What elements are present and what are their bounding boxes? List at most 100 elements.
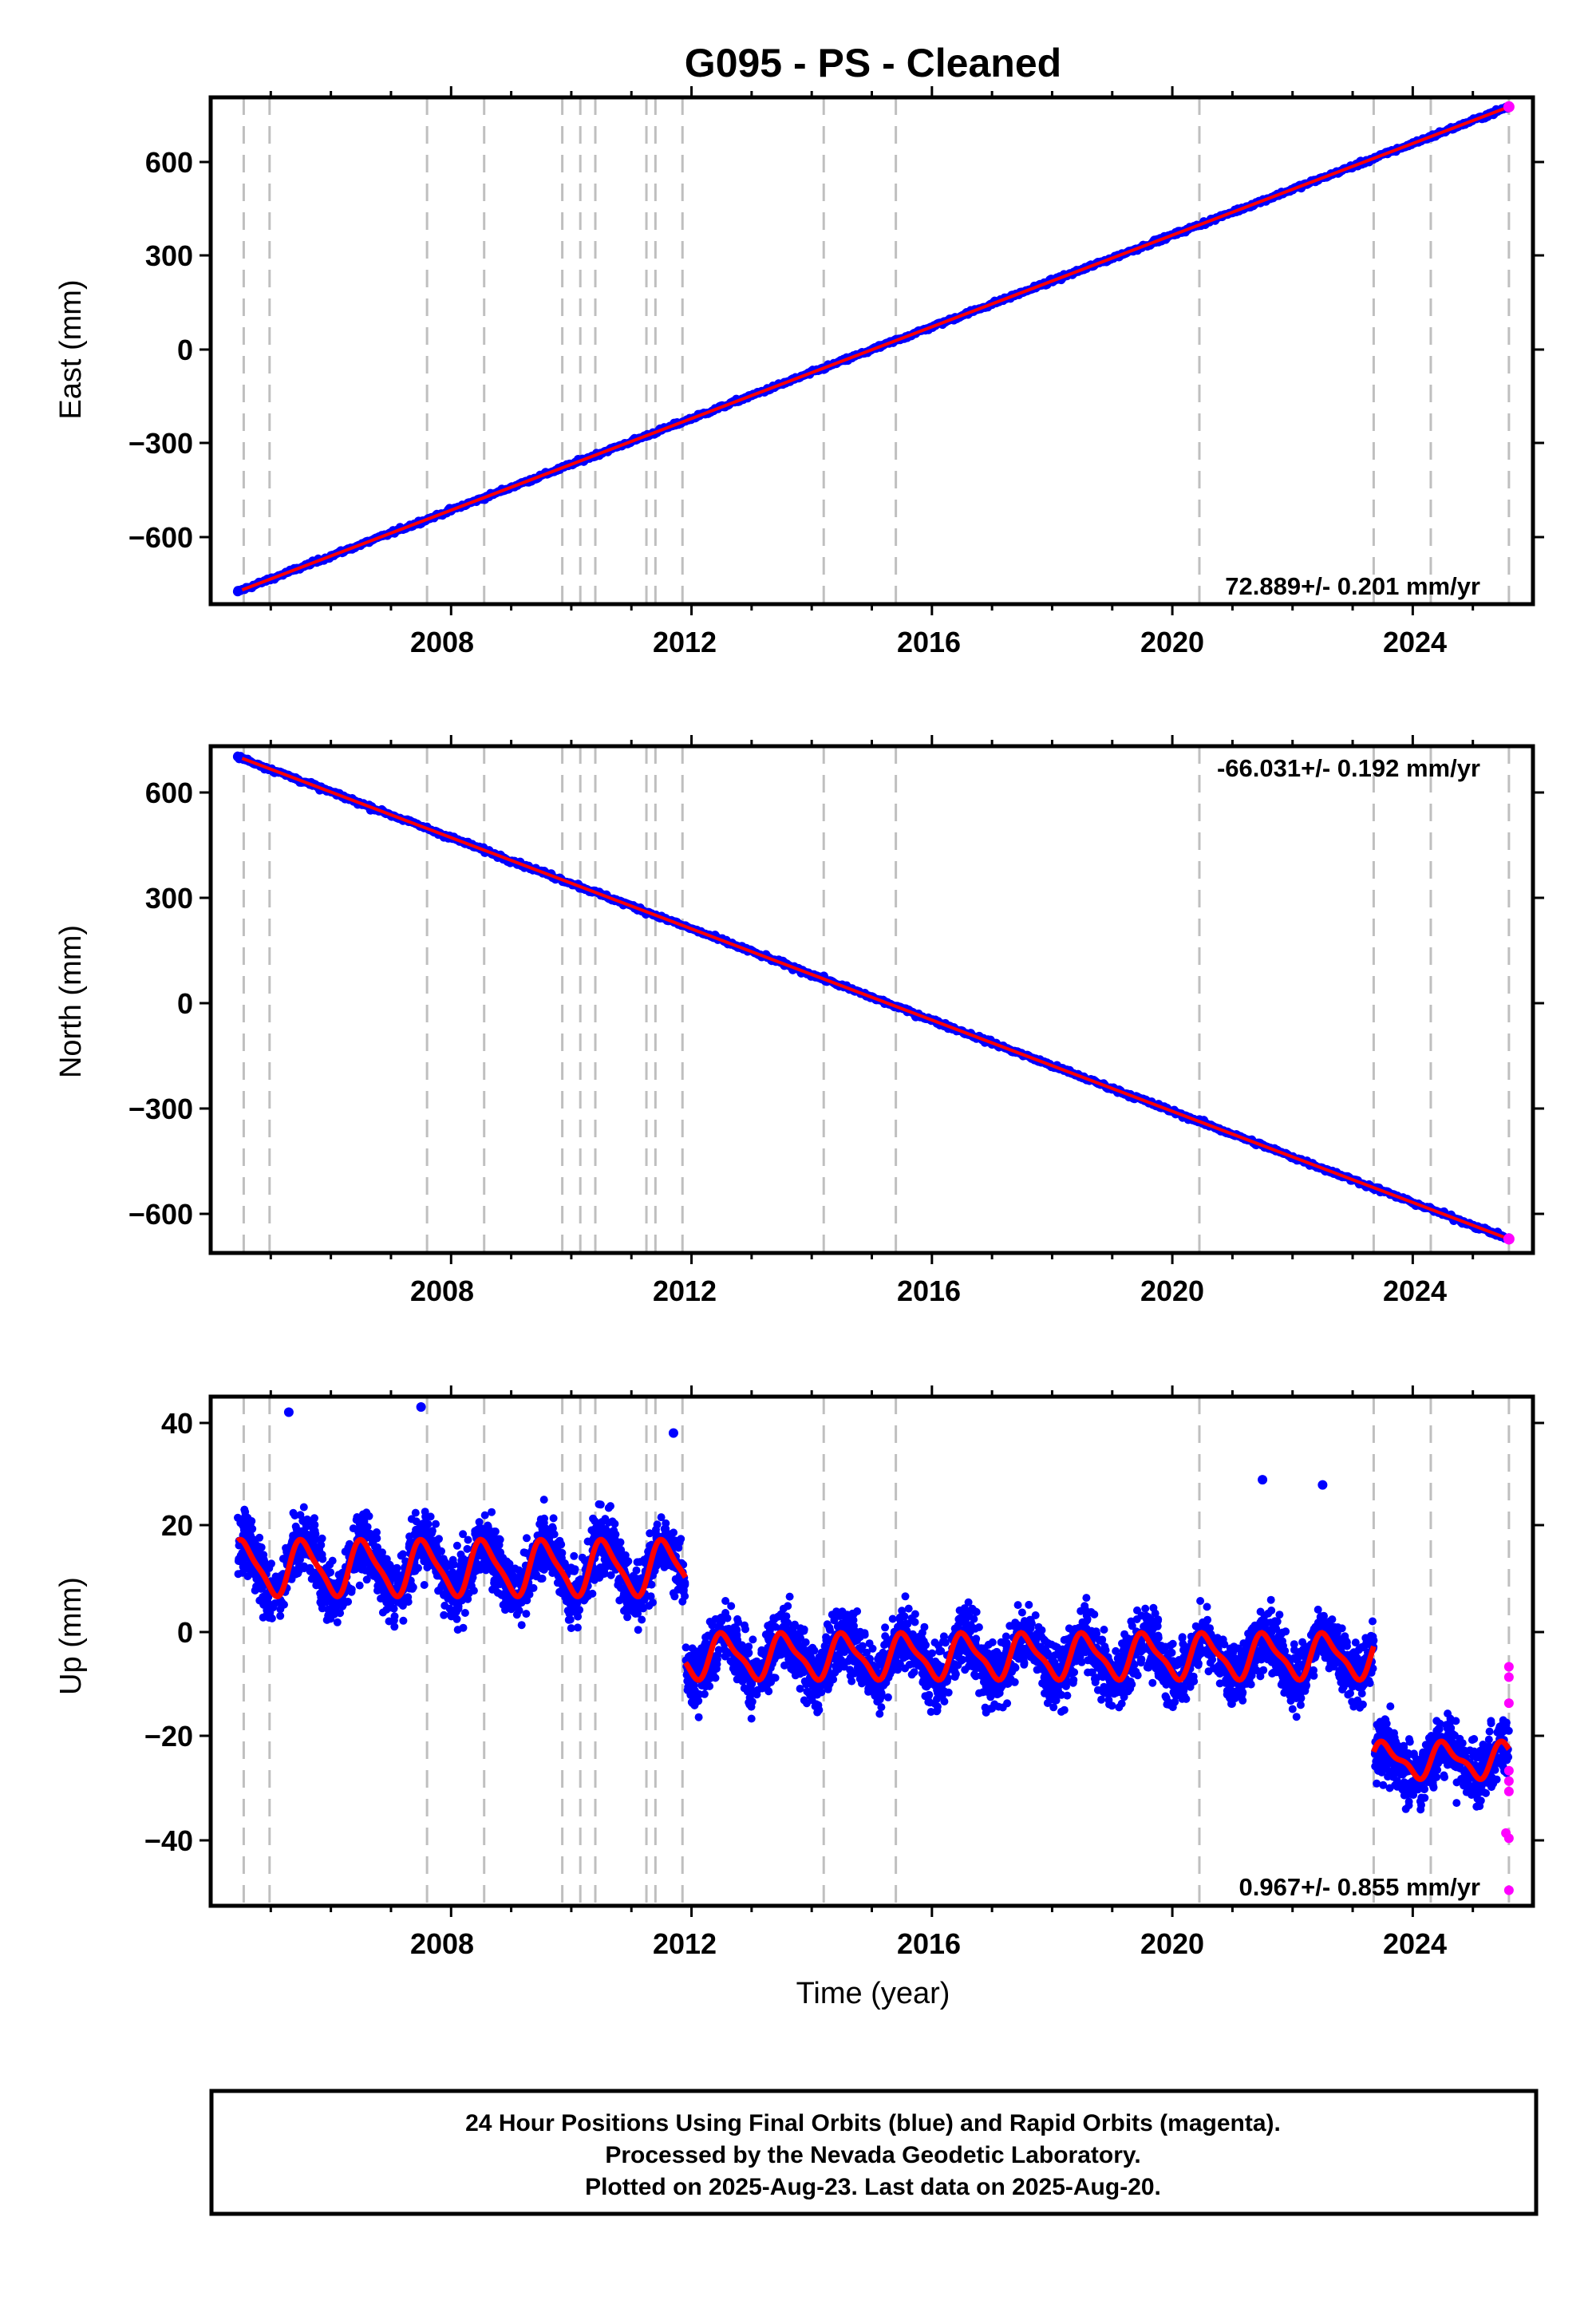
up-point — [995, 1682, 1004, 1690]
up-point — [1298, 1638, 1307, 1646]
up-point — [1009, 1622, 1017, 1630]
up-point — [826, 1626, 834, 1634]
up-point — [382, 1555, 391, 1563]
up-point — [349, 1524, 358, 1533]
up-point — [1141, 1604, 1150, 1613]
up-point — [971, 1624, 979, 1633]
up-point — [318, 1604, 326, 1613]
up-point — [535, 1520, 544, 1528]
up-point — [944, 1688, 953, 1697]
east-xtick-label: 2020 — [1140, 626, 1204, 658]
up-point — [263, 1606, 271, 1614]
up-point — [1060, 1705, 1069, 1714]
up-point — [566, 1615, 575, 1624]
up-point — [464, 1535, 472, 1544]
up-point — [352, 1516, 361, 1524]
up-point — [488, 1508, 496, 1516]
up-point — [749, 1635, 757, 1644]
up-point — [573, 1623, 582, 1632]
up-point — [300, 1564, 309, 1573]
up-point — [320, 1587, 329, 1595]
up-point — [529, 1583, 538, 1592]
up-point — [1280, 1689, 1289, 1697]
up-point — [694, 1713, 703, 1721]
up-point — [240, 1505, 249, 1514]
up-point — [595, 1500, 603, 1508]
up-point — [326, 1568, 335, 1577]
up-point — [733, 1633, 741, 1642]
up-point — [1087, 1608, 1096, 1616]
up-point — [881, 1623, 890, 1632]
up-point — [838, 1607, 847, 1616]
up-point — [1362, 1638, 1371, 1647]
up-point — [1092, 1627, 1100, 1636]
up-point — [308, 1535, 317, 1543]
up-point — [252, 1582, 261, 1591]
up-point — [701, 1633, 710, 1642]
up-point — [981, 1703, 990, 1712]
east-rapid-point — [1503, 101, 1515, 113]
up-point — [1149, 1603, 1158, 1612]
up-point — [638, 1615, 646, 1624]
up-point — [751, 1658, 760, 1666]
up-point — [566, 1599, 574, 1608]
up-point — [940, 1697, 949, 1705]
up-point — [901, 1592, 910, 1601]
up-point — [1344, 1690, 1353, 1699]
up-point — [370, 1542, 379, 1551]
up-point — [898, 1607, 907, 1615]
up-point — [1314, 1605, 1322, 1614]
up-point — [709, 1666, 717, 1674]
up-point — [737, 1666, 745, 1674]
up-point — [563, 1607, 572, 1615]
up-point — [894, 1622, 902, 1631]
up-point — [670, 1592, 679, 1601]
up-point — [570, 1607, 579, 1616]
up-point — [373, 1549, 381, 1558]
up-point — [460, 1609, 469, 1617]
north-model-line — [237, 755, 1510, 1241]
up-point — [362, 1575, 371, 1584]
up-point — [875, 1709, 884, 1718]
up-point — [1088, 1668, 1096, 1677]
east-model-line — [237, 105, 1510, 594]
east-ytick-label: 600 — [145, 146, 193, 179]
up-point — [299, 1503, 308, 1512]
up-point — [1279, 1642, 1287, 1650]
up-point — [239, 1522, 247, 1531]
up-point — [501, 1594, 510, 1602]
up-point — [926, 1680, 935, 1688]
up-point — [267, 1559, 275, 1568]
up-point — [554, 1540, 563, 1548]
up-point — [424, 1520, 433, 1528]
up-point — [1225, 1683, 1234, 1692]
up-point — [836, 1622, 845, 1631]
up-point — [606, 1571, 615, 1579]
up-point — [255, 1543, 264, 1551]
up-point — [998, 1703, 1007, 1712]
up-point — [802, 1680, 811, 1689]
up-point — [741, 1625, 749, 1634]
up-point — [623, 1603, 632, 1611]
up-point — [1236, 1654, 1245, 1662]
up-point — [417, 1551, 426, 1559]
up-point — [386, 1599, 394, 1608]
up-point — [1301, 1686, 1310, 1695]
up-point — [986, 1693, 995, 1701]
up-point — [863, 1648, 871, 1657]
up-point — [1237, 1692, 1246, 1701]
up-point — [522, 1610, 531, 1618]
up-point — [808, 1696, 816, 1705]
up-point — [646, 1592, 655, 1601]
up-point — [1043, 1649, 1052, 1658]
up-point — [860, 1630, 869, 1639]
up-point — [925, 1690, 934, 1699]
up-point — [1132, 1667, 1140, 1676]
up-point — [420, 1581, 429, 1589]
up-point — [1058, 1645, 1067, 1654]
up-point — [652, 1525, 660, 1534]
up-point — [824, 1685, 832, 1694]
